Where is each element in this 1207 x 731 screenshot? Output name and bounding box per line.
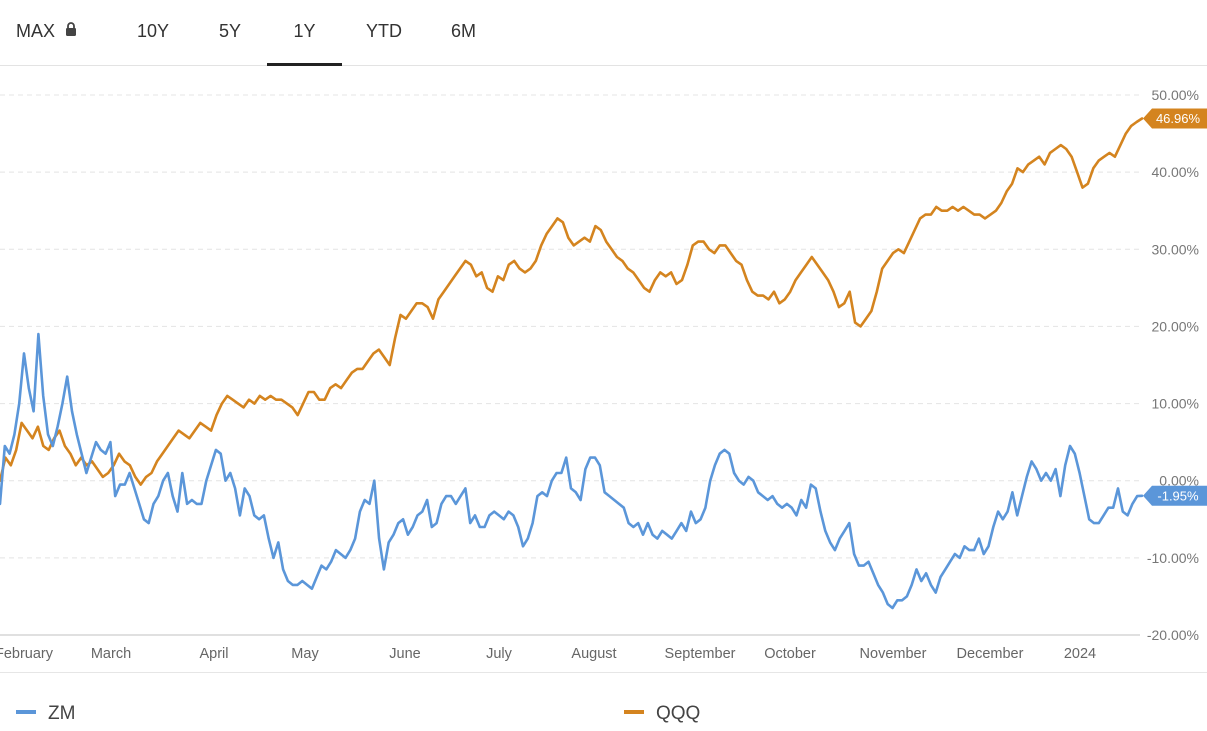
tab-1y[interactable]: 1Y bbox=[267, 0, 342, 66]
x-tick-label: March bbox=[91, 646, 131, 662]
y-tick-label: 0.00% bbox=[1159, 473, 1199, 489]
x-tick-label: December bbox=[957, 646, 1024, 662]
legend-label-zm: ZM bbox=[48, 703, 76, 724]
y-tick-label: 40.00% bbox=[1152, 164, 1199, 180]
tab-ytd[interactable]: YTD bbox=[366, 0, 402, 65]
tab-max-label: MAX bbox=[16, 21, 56, 41]
series-lines bbox=[0, 117, 1144, 610]
y-tick-label: 50.00% bbox=[1152, 87, 1199, 103]
x-tick-label: May bbox=[291, 646, 319, 662]
badge-shape bbox=[1143, 485, 1207, 506]
x-axis-ticks: February March April May June July August Septe… bbox=[0, 646, 1096, 662]
legend-label-qqq: QQQ bbox=[656, 703, 701, 724]
performance-chart[interactable]: 50.00% 40.00% 30.00% 20.00% 10.00% 0.00% -10.0… bbox=[0, 66, 1207, 672]
x-tick-label: September bbox=[665, 646, 736, 662]
x-tick-label: July bbox=[486, 646, 513, 662]
last-value-badge-qqq: 46.96% bbox=[1143, 108, 1207, 129]
tab-10y[interactable]: 10Y bbox=[137, 0, 169, 65]
tab-ytd-label: YTD bbox=[366, 21, 402, 41]
y-tick-label: 10.00% bbox=[1152, 396, 1199, 412]
tab-10y-label: 10Y bbox=[137, 21, 170, 41]
last-value-badge-zm: -1.95% bbox=[1143, 485, 1207, 506]
x-tick-label: June bbox=[389, 646, 420, 662]
y-axis-ticks: 50.00% 40.00% 30.00% 20.00% 10.00% 0.00% -10.0… bbox=[1147, 87, 1199, 643]
range-tabs: MAX 10Y 5Y 1Y YTD 6M bbox=[0, 0, 1207, 66]
legend-item-zm[interactable]: ZM bbox=[16, 703, 75, 725]
last-value-badges: 46.96% -1.95% bbox=[1143, 108, 1207, 506]
legend-divider bbox=[0, 672, 1207, 673]
y-tick-label: -10.00% bbox=[1147, 550, 1199, 566]
tab-max[interactable]: MAX bbox=[16, 0, 77, 65]
legend-item-qqq[interactable]: QQQ bbox=[624, 703, 700, 725]
y-tick-label: -20.00% bbox=[1147, 627, 1199, 643]
badge-label: 46.96% bbox=[1156, 111, 1201, 126]
tab-5y[interactable]: 5Y bbox=[219, 0, 241, 65]
series-line-zm bbox=[0, 332, 1144, 610]
series-line-qqq bbox=[0, 117, 1144, 486]
x-tick-label: February bbox=[0, 646, 54, 662]
chart-grid bbox=[0, 94, 1140, 636]
x-tick-label: November bbox=[860, 646, 927, 662]
x-tick-label: April bbox=[199, 646, 228, 662]
x-tick-label: 2024 bbox=[1064, 646, 1096, 662]
badge-label: -1.95% bbox=[1157, 488, 1199, 503]
legend-swatch-zm bbox=[16, 709, 36, 714]
y-tick-label: 20.00% bbox=[1152, 318, 1199, 334]
tab-5y-label: 5Y bbox=[219, 21, 242, 41]
badge-shape bbox=[1143, 108, 1207, 129]
x-tick-label: August bbox=[571, 646, 616, 662]
x-tick-label: October bbox=[764, 646, 816, 662]
tab-6m[interactable]: 6M bbox=[451, 0, 476, 65]
legend-swatch-qqq bbox=[624, 709, 644, 714]
lock-icon bbox=[65, 0, 77, 61]
y-tick-label: 30.00% bbox=[1152, 241, 1199, 257]
tab-1y-label: 1Y bbox=[293, 21, 316, 41]
tab-6m-label: 6M bbox=[451, 21, 477, 41]
